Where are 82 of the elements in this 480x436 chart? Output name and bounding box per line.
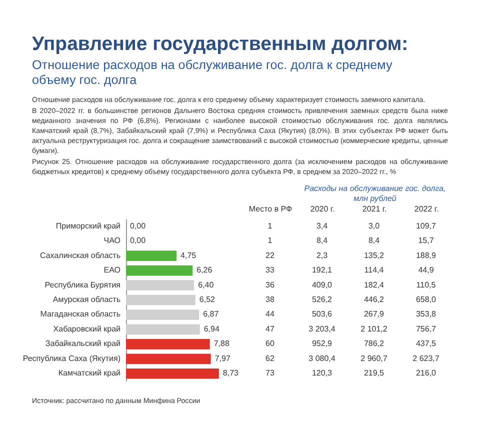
data-label: 6,26 xyxy=(196,266,213,275)
category-label: Место в РФ xyxy=(248,204,292,214)
text: 109,7 xyxy=(416,221,436,230)
bar xyxy=(126,310,200,320)
bar xyxy=(126,354,211,364)
text: 114,4 xyxy=(364,266,384,275)
text: 8,4 xyxy=(368,236,380,246)
y-tick-label: Амурская область xyxy=(52,295,120,304)
text: 2,3 xyxy=(316,250,328,260)
text: 33 xyxy=(266,266,274,275)
chart-title: Управление государственным долгом: xyxy=(32,33,408,56)
data-label: 6,40 xyxy=(198,280,214,290)
data-label: 7,97 xyxy=(214,354,231,363)
text: 526,2 xyxy=(312,295,332,304)
y-tick-label: ЕАО xyxy=(104,266,120,275)
text: 446,2 xyxy=(364,295,384,304)
text: 3 080,4 xyxy=(308,354,336,363)
text: 1 xyxy=(268,236,272,246)
text: 3,4 xyxy=(316,221,328,230)
data-label: 6,87 xyxy=(203,310,220,319)
text: 658,0 xyxy=(416,295,436,304)
y-tick-label: Забайкальский край xyxy=(45,339,120,348)
text: 756,7 xyxy=(416,324,436,334)
text: 22 xyxy=(266,250,274,260)
data-label: 8,73 xyxy=(222,368,240,378)
bar xyxy=(126,294,196,306)
text: 353,8 xyxy=(416,310,436,319)
text: 110,5 xyxy=(416,280,436,290)
chart-subtitle: Отношение расходов на обслуживание гос. долга к среднему объему гос. долга xyxy=(32,58,394,88)
text: 2 101,2 xyxy=(360,324,388,334)
category-label: 2021 г. xyxy=(362,204,387,214)
text: 60 xyxy=(266,339,274,348)
text: 2 623,7 xyxy=(412,354,440,363)
text: 47 xyxy=(266,324,274,334)
text: 437,5 xyxy=(416,339,436,348)
bar xyxy=(126,280,194,290)
data-label: 0,00 xyxy=(130,221,146,230)
text: 120,3 xyxy=(312,368,332,378)
bar xyxy=(126,324,200,335)
text: 44,9 xyxy=(418,266,434,275)
text: 1 xyxy=(268,221,272,230)
text: 267,9 xyxy=(364,310,384,319)
bar xyxy=(126,265,193,276)
text: 182,4 xyxy=(364,280,384,290)
bar xyxy=(126,250,177,261)
data-label: 6,94 xyxy=(204,324,220,334)
text: 503,6 xyxy=(312,310,332,319)
category-label: 2020 г. xyxy=(310,204,335,214)
y-tick-label: Приморский край xyxy=(56,221,120,230)
text: 409,0 xyxy=(312,280,332,290)
text: 15,7 xyxy=(418,236,434,246)
text: 2 960,7 xyxy=(360,354,388,363)
text: 8,4 xyxy=(316,236,328,246)
y-tick-label: Республика Саха (Якутия) xyxy=(22,354,121,363)
text: 62 xyxy=(266,354,274,363)
data-label: 7,88 xyxy=(214,339,230,348)
y-tick-label: Сахалинская область xyxy=(40,250,120,260)
text: 135,2 xyxy=(364,250,384,260)
text: 3,0 xyxy=(368,221,380,230)
data-label: 4,75 xyxy=(180,250,197,260)
text: 192,1 xyxy=(312,266,332,275)
text: 73 xyxy=(266,368,274,378)
text: 952,9 xyxy=(312,339,332,348)
y-tick-label: Камчатский край xyxy=(58,368,120,378)
text: 188,9 xyxy=(416,250,436,260)
text: 216,0 xyxy=(416,368,436,378)
y-tick-label: Хабаровский край xyxy=(53,324,120,334)
text: Расходы на обслуживание гос. долга, млн рублей xyxy=(303,184,447,203)
text: 3 203,4 xyxy=(308,324,336,334)
y-tick-label: Республика Бурятия xyxy=(44,280,120,290)
category-label: 2022 г. xyxy=(414,204,439,214)
bar xyxy=(126,339,210,350)
y-tick-label: Магаданская область xyxy=(40,310,120,319)
text: 219,5 xyxy=(364,368,384,378)
text: 44 xyxy=(266,310,274,319)
data-label: 6,52 xyxy=(199,295,216,304)
text: 38 xyxy=(266,295,274,304)
bar xyxy=(126,368,219,379)
text: 36 xyxy=(266,280,274,290)
data-label: 0,00 xyxy=(130,236,146,246)
text: 786,2 xyxy=(364,339,384,348)
y-tick-label: ЧАО xyxy=(104,236,120,246)
